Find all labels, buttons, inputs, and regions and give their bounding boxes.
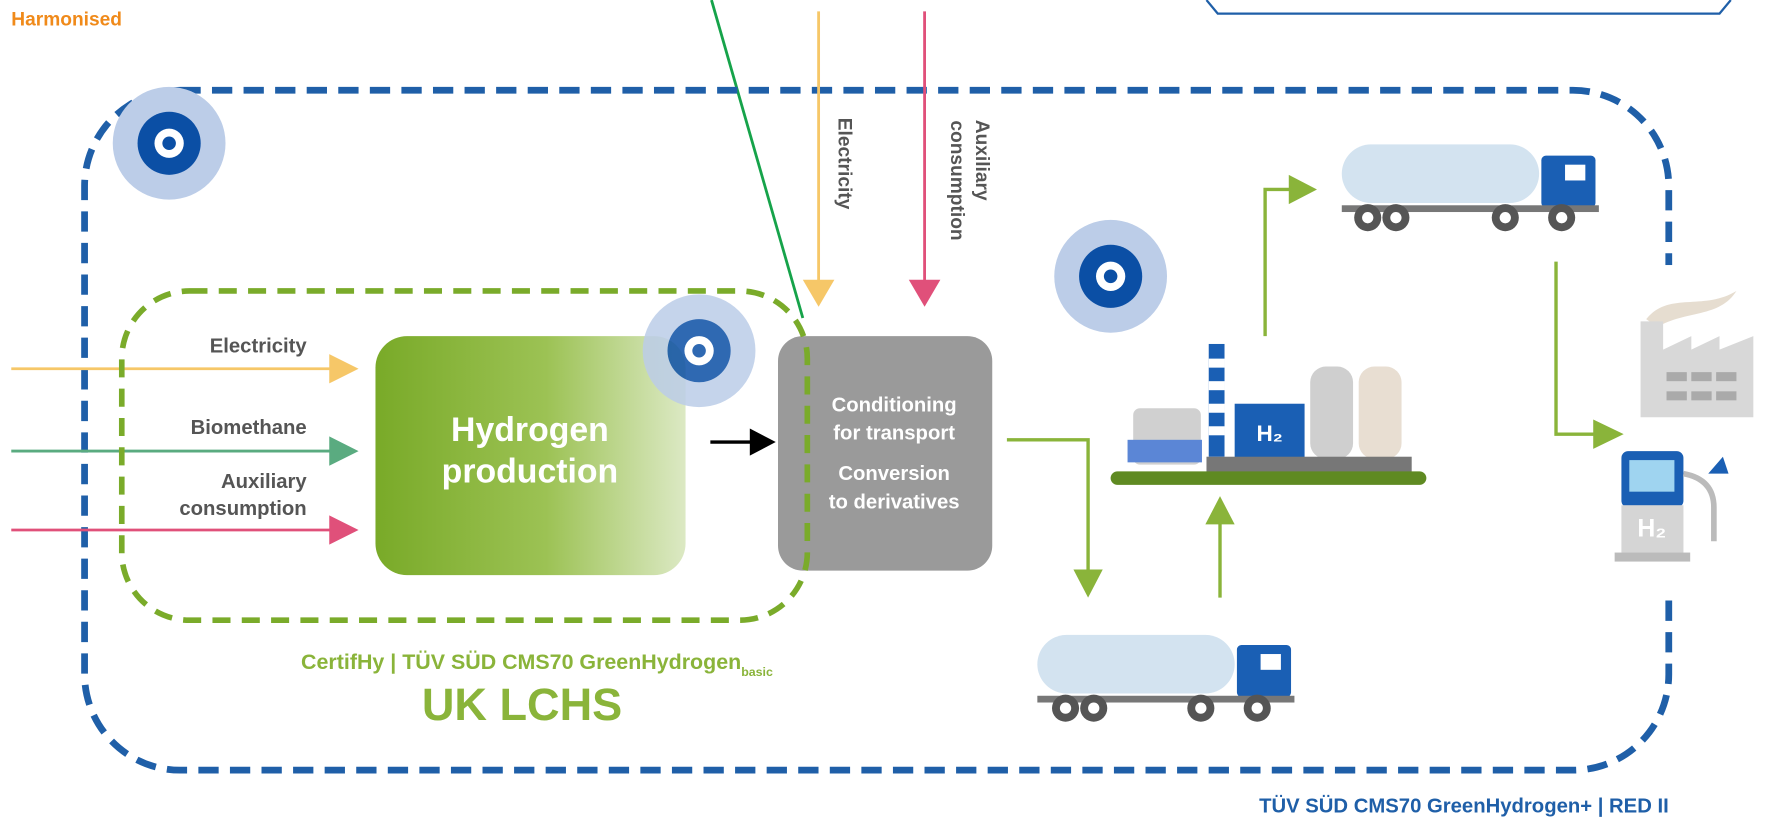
node-label: Conversion <box>838 463 950 485</box>
truck-icon-part <box>1261 654 1281 670</box>
truck-icon-part <box>1252 703 1263 714</box>
input-label: Electricity <box>210 336 308 358</box>
input-arrow <box>11 436 358 465</box>
factory-icon-part <box>1716 372 1736 381</box>
node-label: production <box>442 453 619 491</box>
top-input-label: consumption <box>946 120 967 240</box>
inner-scheme-name: UK LCHS <box>422 679 622 730</box>
input-label: Biomethane <box>191 417 307 439</box>
flow-arrow-part <box>1265 189 1291 336</box>
factory-icon-part <box>1716 391 1736 400</box>
top-input-arrow <box>803 11 835 306</box>
truck-icon-part <box>1342 144 1539 203</box>
flow-arrow <box>710 429 775 456</box>
inner-scheme-label: CertifHy | TÜV SÜD CMS70 GreenHydrogenba… <box>301 649 773 680</box>
top-input-label: Auxiliary <box>971 120 992 201</box>
input-arrow-part <box>329 515 358 544</box>
truck-icon-part <box>1541 156 1595 208</box>
page: Hydrogen certification scope diagram {"h… <box>0 0 1768 830</box>
plant-icon-part <box>1206 457 1411 473</box>
truck-icon-part <box>1088 703 1099 714</box>
top-input-arrow-part <box>803 280 835 307</box>
factory-icon-part <box>1641 321 1754 417</box>
node-label: Conditioning <box>832 394 957 416</box>
truck-icon-part <box>1556 212 1567 223</box>
input-label: consumption <box>179 498 306 520</box>
pointer-line <box>711 0 802 318</box>
truck-icon-part <box>1237 645 1291 697</box>
plant-icon-part <box>1128 440 1202 463</box>
top-input-arrow-part <box>909 280 941 307</box>
plant-icon-part <box>1359 367 1402 459</box>
diagram: Harmonised Electricity Biomethane Auxili… <box>0 0 1768 830</box>
flow-arrow-part <box>1007 440 1088 573</box>
truck-icon-part <box>1390 212 1401 223</box>
scheme-subscript: basic <box>741 665 773 679</box>
factory-icon-part <box>1667 372 1687 381</box>
target-icon-part <box>1104 270 1118 284</box>
node-label: to derivatives <box>829 491 960 513</box>
target-icon <box>113 87 226 200</box>
target-icon-part <box>692 344 706 358</box>
target-icon <box>643 294 756 407</box>
node-label: Hydrogen <box>451 411 609 449</box>
truck-icon-part <box>1060 703 1071 714</box>
flow-arrow-part <box>750 429 776 456</box>
input-arrow-part <box>329 354 358 383</box>
arrow-head-part <box>1289 175 1317 204</box>
truck-icon-part <box>1362 212 1373 223</box>
flow-arrow-part <box>1556 262 1595 435</box>
pump-icon-part <box>1615 553 1691 562</box>
factory-icon-part <box>1691 391 1711 400</box>
plant-icon-part <box>1209 359 1225 368</box>
pump-icon-part <box>1629 460 1674 492</box>
top-input-arrow <box>909 11 941 306</box>
scheme-text: CertifHy | TÜV SÜD CMS70 GreenHydrogen <box>301 649 741 674</box>
plant-icon-part <box>1209 404 1225 413</box>
truck-icon-part <box>1500 212 1511 223</box>
plant-icon <box>1111 344 1427 485</box>
pump-icon-part <box>1708 457 1728 474</box>
truck-icon-part <box>1037 635 1234 694</box>
plant-icon-part <box>1209 381 1225 390</box>
truck-icon-part <box>1195 703 1206 714</box>
pump-icon-part <box>1683 474 1713 542</box>
top-input-label: Electricity <box>833 118 854 210</box>
truck-icon <box>1037 635 1294 722</box>
factory-icon-part <box>1667 391 1687 400</box>
target-icon-part <box>162 136 176 150</box>
plant-label: H₂ <box>1256 421 1282 446</box>
arrow-head-part <box>1593 420 1623 449</box>
truck-icon-part <box>1565 165 1585 181</box>
header-label: Harmonised <box>11 9 122 30</box>
plant-icon-part <box>1111 471 1427 485</box>
plant-icon-part <box>1310 367 1353 459</box>
node-label: for transport <box>833 423 955 445</box>
page-body: Harmonised Electricity Biomethane Auxili… <box>0 0 1768 830</box>
input-arrow <box>11 354 358 383</box>
factory-icon-part <box>1691 372 1711 381</box>
input-arrow-part <box>329 436 358 465</box>
pump-icon <box>1615 451 1729 561</box>
outer-scheme-label: TÜV SÜD CMS70 GreenHydrogen+ | RED II <box>1259 795 1669 818</box>
pump-label: H₂ <box>1637 516 1666 543</box>
arrow-head-part <box>1205 496 1234 524</box>
target-icon <box>1054 220 1167 333</box>
truck-icon <box>1342 144 1599 231</box>
arrow-head-part <box>1073 569 1102 597</box>
input-label: Auxiliary <box>221 471 307 493</box>
plant-icon-part <box>1209 426 1225 435</box>
callout-box <box>1206 0 1730 14</box>
factory-icon <box>1641 291 1754 417</box>
